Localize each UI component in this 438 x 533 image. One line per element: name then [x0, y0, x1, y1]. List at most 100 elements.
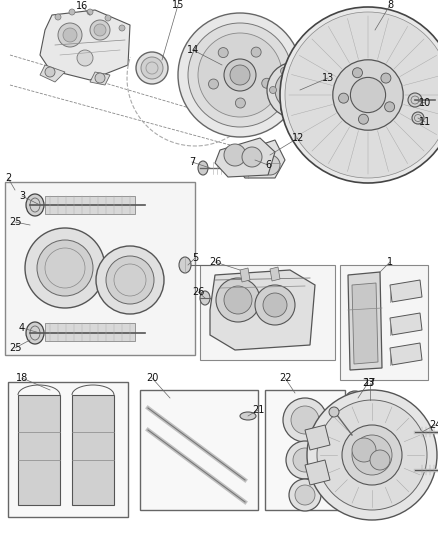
- Polygon shape: [390, 343, 422, 365]
- Circle shape: [412, 112, 424, 124]
- Circle shape: [96, 246, 164, 314]
- Polygon shape: [270, 267, 280, 281]
- Circle shape: [37, 240, 93, 296]
- Ellipse shape: [348, 451, 362, 461]
- Circle shape: [251, 47, 261, 57]
- Circle shape: [350, 77, 385, 112]
- Bar: [350, 432, 360, 452]
- Circle shape: [77, 50, 93, 66]
- Text: 11: 11: [419, 117, 431, 127]
- Text: 6: 6: [265, 160, 271, 170]
- Circle shape: [280, 7, 438, 183]
- Circle shape: [289, 479, 321, 511]
- Circle shape: [285, 12, 438, 178]
- Circle shape: [136, 52, 168, 84]
- Circle shape: [275, 70, 315, 110]
- Circle shape: [291, 406, 319, 434]
- Circle shape: [339, 93, 349, 103]
- Bar: [45, 196, 135, 214]
- Circle shape: [303, 68, 310, 75]
- Polygon shape: [200, 265, 335, 360]
- Text: 12: 12: [292, 133, 304, 143]
- Text: 7: 7: [189, 157, 195, 167]
- Bar: [45, 323, 135, 341]
- Ellipse shape: [26, 322, 44, 344]
- Ellipse shape: [200, 291, 210, 305]
- Ellipse shape: [346, 391, 364, 405]
- Circle shape: [58, 23, 82, 47]
- Circle shape: [408, 93, 422, 107]
- Polygon shape: [210, 270, 315, 350]
- Text: 18: 18: [16, 373, 28, 383]
- Circle shape: [119, 25, 125, 31]
- Circle shape: [94, 24, 106, 36]
- Ellipse shape: [350, 461, 360, 469]
- Circle shape: [283, 398, 327, 442]
- Text: 2: 2: [5, 173, 11, 183]
- Circle shape: [45, 67, 55, 77]
- Circle shape: [381, 73, 391, 83]
- Circle shape: [262, 78, 272, 88]
- Circle shape: [55, 14, 61, 20]
- Polygon shape: [40, 10, 130, 80]
- Circle shape: [178, 13, 302, 137]
- Circle shape: [95, 73, 105, 83]
- Circle shape: [235, 98, 245, 108]
- Circle shape: [317, 400, 427, 510]
- Circle shape: [218, 47, 228, 58]
- Circle shape: [353, 68, 363, 78]
- Circle shape: [242, 147, 262, 167]
- Polygon shape: [348, 272, 382, 370]
- Circle shape: [260, 155, 280, 175]
- Text: 26: 26: [192, 287, 204, 297]
- Bar: [265, 390, 345, 510]
- Circle shape: [208, 79, 219, 89]
- Polygon shape: [240, 268, 250, 282]
- Bar: [348, 408, 362, 433]
- Circle shape: [69, 9, 75, 15]
- Text: 25: 25: [9, 343, 21, 353]
- Text: 16: 16: [76, 1, 88, 11]
- Ellipse shape: [412, 424, 424, 440]
- Circle shape: [106, 256, 154, 304]
- Polygon shape: [235, 140, 285, 178]
- Text: 23: 23: [362, 378, 374, 388]
- Ellipse shape: [240, 412, 256, 420]
- Circle shape: [280, 106, 287, 112]
- Text: 5: 5: [192, 253, 198, 263]
- Circle shape: [198, 33, 282, 117]
- Ellipse shape: [349, 488, 361, 496]
- Polygon shape: [18, 395, 60, 505]
- Circle shape: [90, 20, 110, 40]
- Circle shape: [224, 59, 256, 91]
- Circle shape: [293, 448, 317, 472]
- Polygon shape: [72, 395, 114, 505]
- Bar: [140, 390, 258, 510]
- Circle shape: [243, 146, 267, 170]
- Text: 26: 26: [209, 257, 221, 267]
- Text: 21: 21: [252, 405, 264, 415]
- Circle shape: [188, 23, 292, 127]
- Circle shape: [255, 285, 295, 325]
- Ellipse shape: [26, 194, 44, 216]
- Circle shape: [87, 9, 93, 15]
- Circle shape: [352, 438, 376, 462]
- Polygon shape: [390, 313, 422, 335]
- Polygon shape: [5, 182, 195, 355]
- Polygon shape: [390, 280, 422, 302]
- Circle shape: [329, 407, 339, 417]
- Polygon shape: [305, 460, 330, 485]
- Ellipse shape: [198, 161, 208, 175]
- Circle shape: [303, 106, 310, 112]
- Polygon shape: [215, 138, 275, 177]
- Circle shape: [267, 62, 323, 118]
- Circle shape: [105, 15, 111, 21]
- Circle shape: [230, 65, 250, 85]
- Circle shape: [269, 86, 276, 93]
- Text: 24: 24: [429, 420, 438, 430]
- Circle shape: [358, 114, 368, 124]
- Text: 4: 4: [19, 323, 25, 333]
- Circle shape: [342, 425, 402, 485]
- Circle shape: [307, 390, 437, 520]
- Polygon shape: [90, 72, 110, 85]
